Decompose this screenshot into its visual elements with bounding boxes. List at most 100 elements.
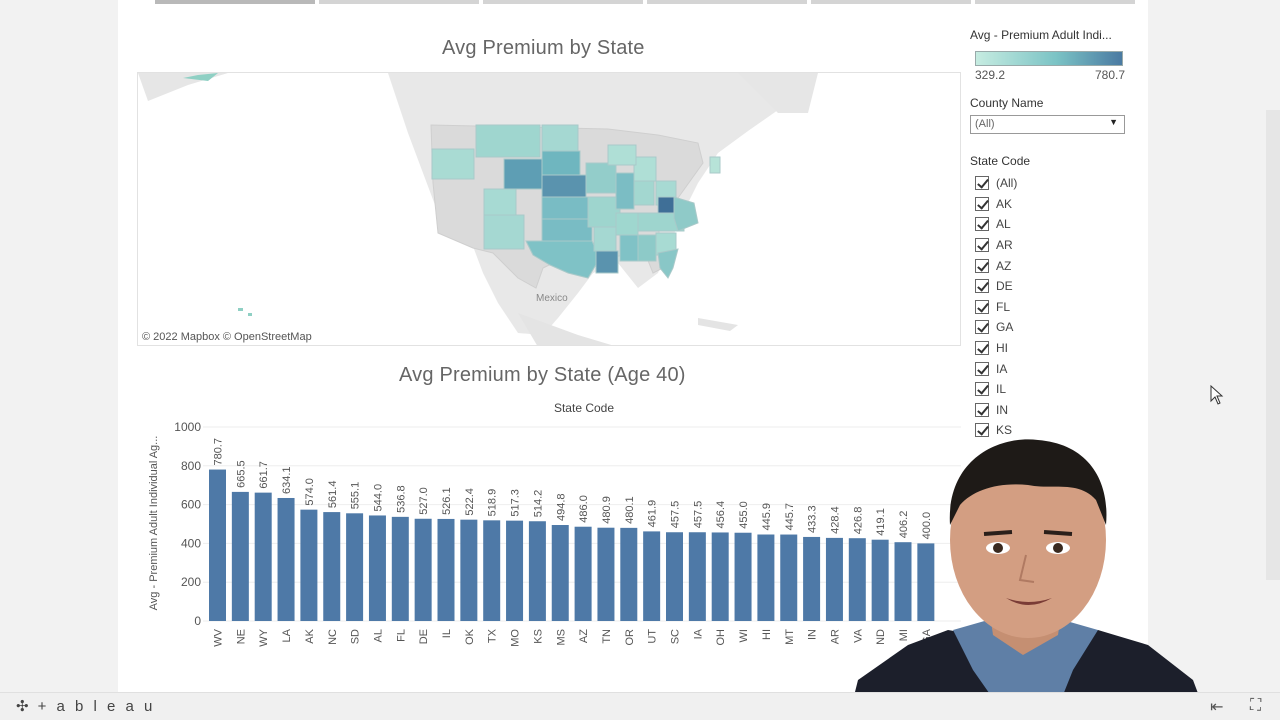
bar[interactable] <box>346 513 364 621</box>
state-filter-option[interactable]: FL <box>970 297 1130 318</box>
chevron-down-icon[interactable]: ▼ <box>1109 117 1118 127</box>
bar[interactable] <box>666 532 683 621</box>
state-filter-option[interactable]: IL <box>970 379 1130 400</box>
bar-value-label: 665.5 <box>235 460 247 488</box>
x-axis-title: State Code <box>554 401 614 415</box>
color-legend-ramp <box>975 51 1123 66</box>
tableau-logo[interactable]: ✣ + a b l e a u <box>16 697 155 716</box>
bar-value-label: 526.1 <box>441 487 453 515</box>
state-filter-option-label: AZ <box>996 258 1012 273</box>
bar-value-label: 406.2 <box>898 511 910 539</box>
x-tick-label: VA <box>852 628 864 643</box>
state-filter-title: State Code <box>970 154 1031 168</box>
bar[interactable] <box>620 527 638 621</box>
y-tick-label: 800 <box>181 459 201 473</box>
checkbox-checked-icon[interactable] <box>975 258 989 273</box>
checkbox-checked-icon[interactable] <box>975 423 989 438</box>
bar[interactable] <box>460 519 478 621</box>
bar[interactable] <box>254 492 272 621</box>
x-tick-label: AZ <box>578 629 590 643</box>
bar[interactable] <box>871 539 889 621</box>
checkbox-checked-icon[interactable] <box>975 217 989 232</box>
bar-value-label: 527.0 <box>418 487 430 515</box>
bar[interactable] <box>414 518 432 621</box>
state-filter-option[interactable]: (All) <box>970 173 1130 194</box>
x-tick-label: MT <box>784 629 796 645</box>
bar-chart[interactable]: State Code Avg - Premium Adult Individual… <box>137 395 961 665</box>
checkbox-checked-icon[interactable] <box>975 279 989 294</box>
state-filter-option[interactable]: HI <box>970 338 1130 359</box>
bar[interactable] <box>688 532 706 621</box>
county-filter-dropdown[interactable]: (All) ▼ <box>970 115 1125 134</box>
bar[interactable] <box>711 532 729 621</box>
state-filter-option[interactable]: DE <box>970 276 1130 297</box>
bar[interactable] <box>803 536 821 621</box>
state-filter-option[interactable]: KS <box>970 420 1130 441</box>
bar-value-label: 561.4 <box>327 481 339 509</box>
state-filter-option[interactable]: AZ <box>970 255 1130 276</box>
bar[interactable] <box>551 525 569 621</box>
y-tick-label: 0 <box>194 614 201 628</box>
checkbox-checked-icon[interactable] <box>975 361 989 376</box>
state-filter-option[interactable]: IA <box>970 358 1130 379</box>
x-tick-label: FL <box>395 629 407 642</box>
collapse-left-icon[interactable]: ⇤ <box>1210 699 1224 716</box>
x-tick-label: MS <box>555 629 567 646</box>
legend-max-label: 780.7 <box>1094 68 1125 82</box>
bar[interactable] <box>574 526 592 621</box>
y-tick-label: 600 <box>181 498 201 512</box>
x-tick-label: WV <box>213 628 225 646</box>
bar[interactable] <box>231 491 249 621</box>
checkbox-checked-icon[interactable] <box>975 299 989 314</box>
bar[interactable] <box>391 516 409 621</box>
bar[interactable] <box>894 542 912 621</box>
bar[interactable] <box>368 515 386 621</box>
presenter-webcam <box>848 439 1208 720</box>
bar[interactable] <box>528 521 546 621</box>
state-filter-option[interactable]: AK <box>970 194 1130 215</box>
map-attribution[interactable]: © 2022 Mapbox © OpenStreetMap <box>142 331 312 343</box>
bar[interactable] <box>277 497 295 621</box>
checkbox-checked-icon[interactable] <box>975 341 989 356</box>
bar[interactable] <box>597 527 615 621</box>
bar-value-label: 419.1 <box>875 508 887 536</box>
state-filter-option-label: IL <box>996 382 1007 397</box>
page-scrollbar[interactable] <box>1266 110 1280 580</box>
checkbox-checked-icon[interactable] <box>975 196 989 211</box>
x-tick-label: ND <box>875 629 887 645</box>
bar[interactable] <box>825 537 843 621</box>
state-filter-option[interactable]: IN <box>970 400 1130 421</box>
state-filter-option[interactable]: AR <box>970 235 1130 256</box>
bar[interactable] <box>483 520 501 621</box>
bar[interactable] <box>506 520 524 621</box>
tab-strip[interactable] <box>155 0 1135 4</box>
bar[interactable] <box>848 538 866 621</box>
bar-value-label: 480.9 <box>601 496 613 524</box>
bar[interactable] <box>917 543 935 621</box>
bar[interactable] <box>437 518 455 621</box>
x-tick-label: IA <box>692 628 704 639</box>
bar-value-label: 634.1 <box>281 466 293 494</box>
bar[interactable] <box>757 534 775 621</box>
bar[interactable] <box>323 512 341 621</box>
state-filter-option-label: IN <box>996 402 1008 417</box>
x-tick-label: WI <box>738 629 750 642</box>
bar[interactable] <box>780 534 798 621</box>
bar[interactable] <box>300 509 318 621</box>
bar-value-label: 426.8 <box>852 507 864 535</box>
fullscreen-icon[interactable]: ⛶ <box>1250 697 1262 714</box>
state-filter-option-label: (All) <box>996 176 1018 191</box>
checkbox-checked-icon[interactable] <box>975 320 989 335</box>
checkbox-checked-icon[interactable] <box>975 176 989 191</box>
state-filter-option[interactable]: AL <box>970 214 1130 235</box>
checkbox-checked-icon[interactable] <box>975 382 989 397</box>
bar[interactable] <box>209 469 226 621</box>
bar[interactable] <box>643 531 661 621</box>
map-label-mexico: Mexico <box>536 293 568 304</box>
checkbox-checked-icon[interactable] <box>975 238 989 253</box>
bar[interactable] <box>734 532 752 621</box>
state-map[interactable]: Mexico © 2022 Mapbox © OpenStreetMap <box>137 72 961 346</box>
state-filter-option[interactable]: GA <box>970 317 1130 338</box>
bar-value-label: 445.9 <box>761 503 773 531</box>
checkbox-checked-icon[interactable] <box>975 402 989 417</box>
